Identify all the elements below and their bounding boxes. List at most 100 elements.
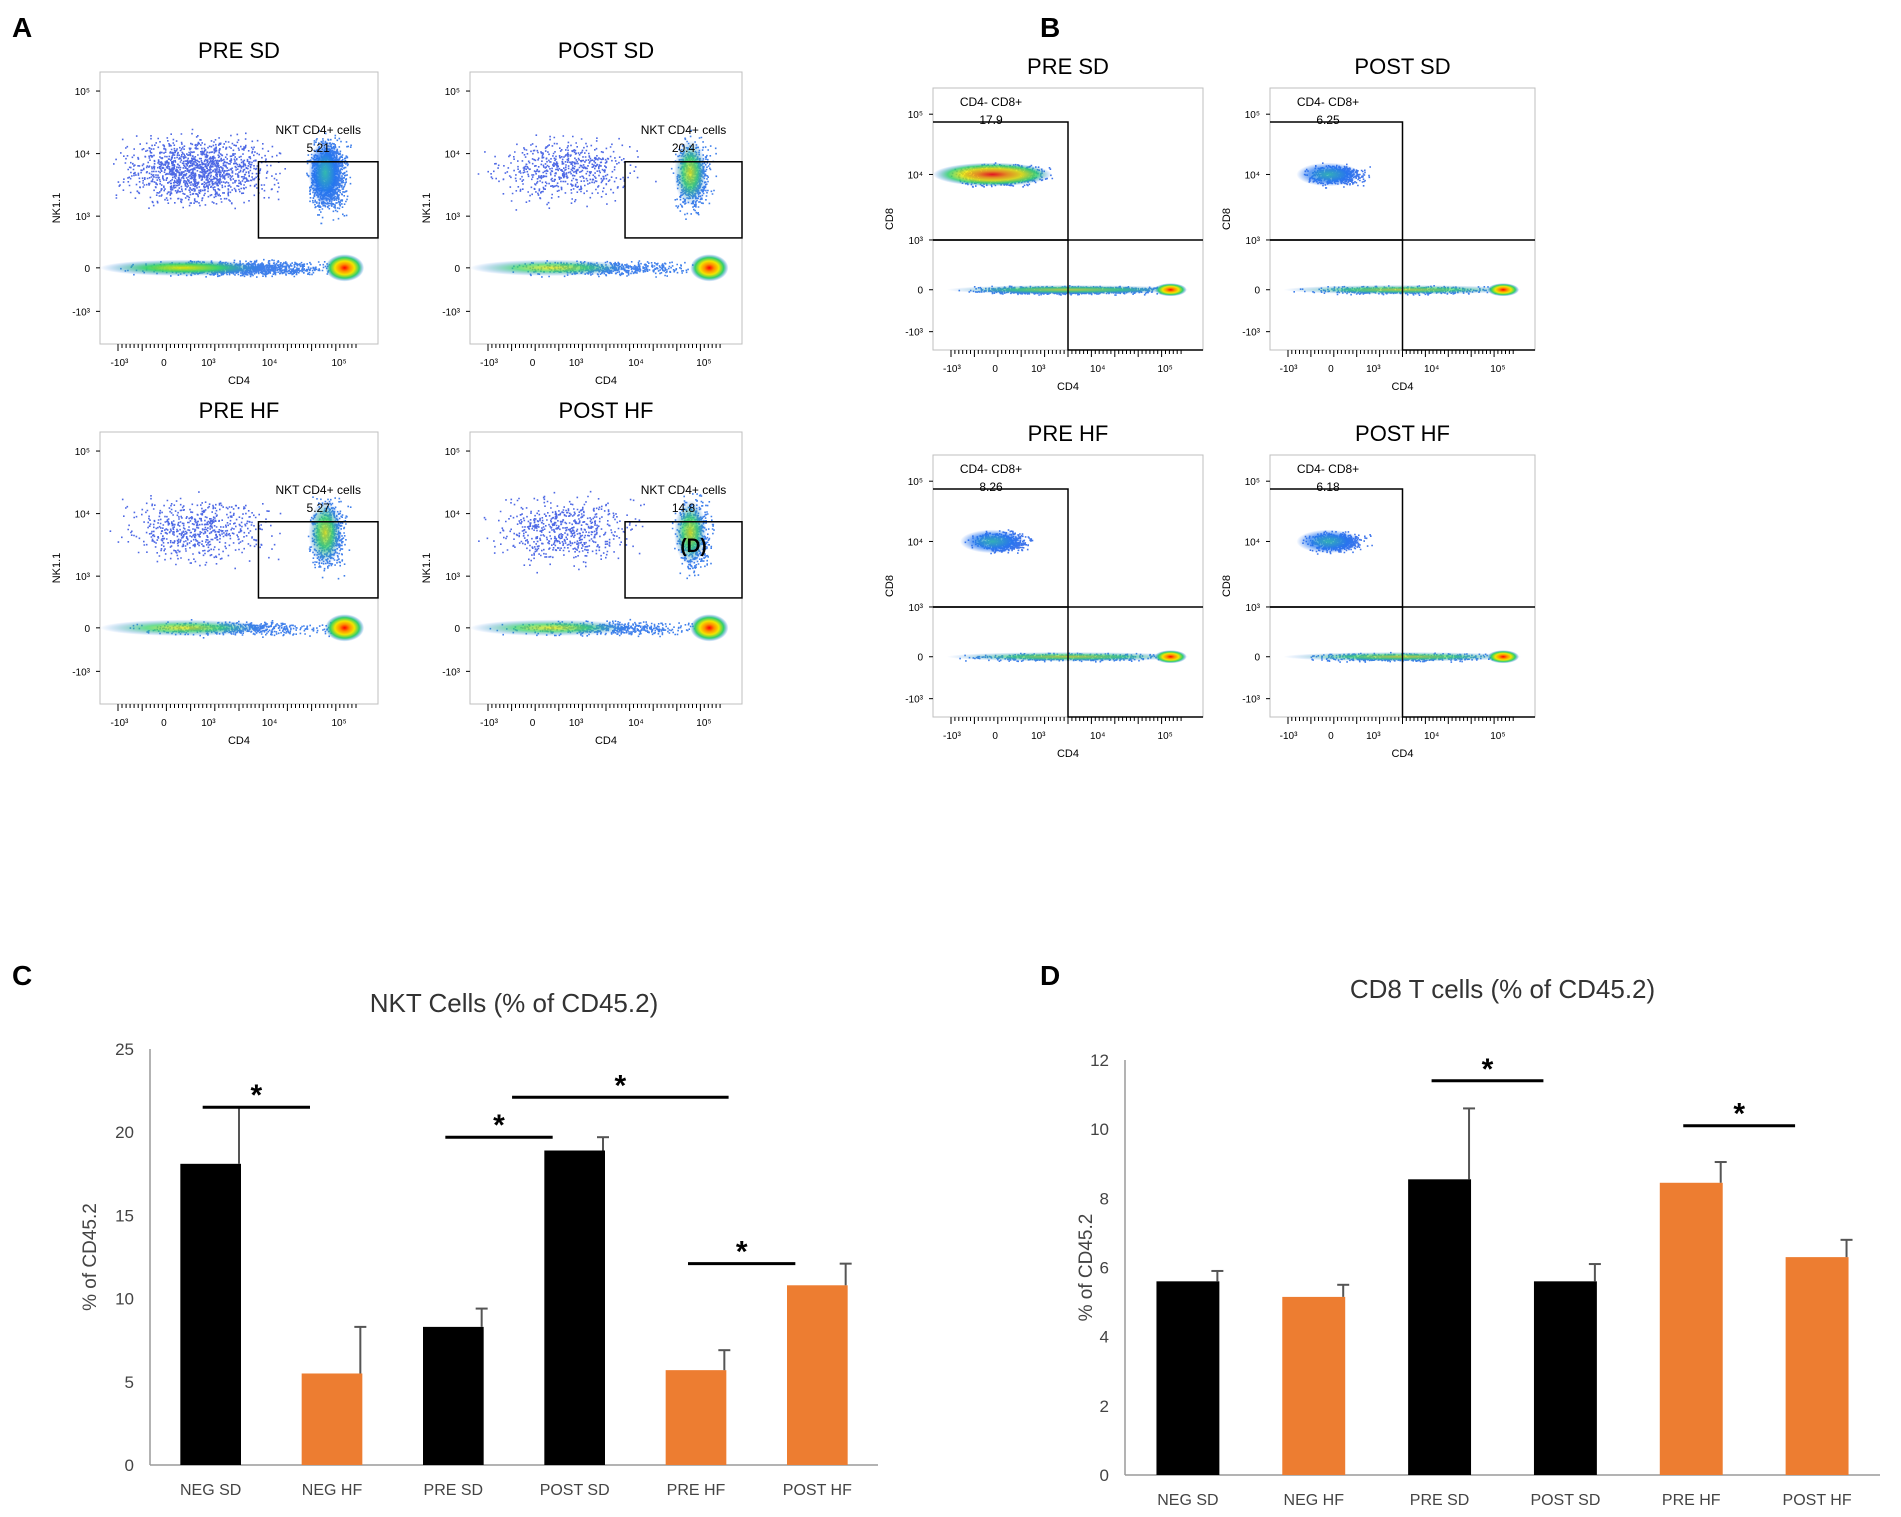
y-tick-label: 10³ bbox=[446, 212, 461, 223]
x-axis-label: CD4 bbox=[228, 375, 250, 387]
x-tick-label: -10³ bbox=[1280, 731, 1298, 742]
y-tick-label: 10⁴ bbox=[1245, 170, 1260, 181]
event-cloud bbox=[478, 490, 645, 574]
gate-label: CD4- CD8+ bbox=[960, 462, 1022, 476]
gate-value: 5.21 bbox=[307, 141, 331, 155]
significance-marker: * bbox=[1482, 1053, 1494, 1086]
x-tick-label: 10³ bbox=[569, 718, 584, 729]
x-minor-ticks bbox=[487, 344, 721, 351]
y-tick-label: 10⁵ bbox=[908, 477, 923, 488]
y-axis-label: % of CD45.2 bbox=[80, 1203, 101, 1311]
y-tick-label: 0 bbox=[1254, 653, 1260, 664]
x-tick-label: -10³ bbox=[943, 731, 961, 742]
y-tick-label: 10³ bbox=[76, 572, 91, 583]
bar-neg-hf bbox=[301, 1373, 363, 1465]
x-tick-label: 10³ bbox=[569, 358, 584, 369]
density-hotspot bbox=[690, 254, 729, 282]
y-tick-label: 0 bbox=[84, 624, 90, 635]
gate-label: NKT CD4+ cells bbox=[275, 123, 360, 137]
significance-marker: * bbox=[493, 1109, 505, 1142]
y-tick-label: 10⁵ bbox=[1245, 477, 1260, 488]
y-tick-label: 12 bbox=[1090, 1051, 1109, 1070]
x-tick-label: -10³ bbox=[1280, 364, 1298, 375]
x-tick-label: 0 bbox=[161, 358, 167, 369]
density-gate-cluster bbox=[308, 500, 342, 566]
panel-b-flow-plots: PRE SD 10⁵ 10⁴ 10³ 0 -10³ -10³ 0 10³ 10⁴ 10⁵ CD4 CD8… bbox=[884, 54, 1536, 760]
y-tick-label: 0 bbox=[1100, 1466, 1109, 1485]
y-tick-label: 10⁴ bbox=[445, 510, 460, 521]
y-axis-label: NK1.1 bbox=[421, 553, 433, 584]
panel-c-bar-chart: NKT Cells (% of CD45.2) 0 5 10 15 20 25 % of CD… bbox=[80, 988, 878, 1499]
gate-quadrant bbox=[933, 606, 1203, 718]
flow-plot-title: PRE HF bbox=[199, 398, 280, 423]
density-cd8-cluster bbox=[933, 162, 1052, 187]
gate-value: 20.4 bbox=[672, 141, 696, 155]
x-tick-label: 10⁵ bbox=[1490, 731, 1505, 742]
x-tick-label: 10⁴ bbox=[628, 358, 643, 369]
y-tick-label: 10³ bbox=[76, 212, 91, 223]
density-cd8-cluster bbox=[960, 529, 1025, 554]
x-tick-label: 10⁵ bbox=[1158, 364, 1173, 375]
gate-box bbox=[624, 161, 743, 239]
x-tick-label: 10⁴ bbox=[262, 358, 277, 369]
x-tick-label: NEG SD bbox=[180, 1482, 241, 1499]
x-tick-label: 10³ bbox=[1366, 364, 1381, 375]
flow-plot-title: PRE HF bbox=[1028, 421, 1109, 446]
x-minor-ticks bbox=[1287, 717, 1514, 724]
flow-plot-title: PRE SD bbox=[198, 38, 280, 63]
density-hotspot bbox=[1154, 283, 1187, 297]
bar-neg-hf bbox=[1282, 1296, 1346, 1475]
x-tick-label: 10⁴ bbox=[1090, 364, 1105, 375]
bar-pre-hf bbox=[1659, 1182, 1723, 1475]
y-tick-label: 0 bbox=[84, 264, 90, 275]
event-cloud bbox=[113, 128, 286, 210]
gate-quadrant bbox=[1270, 239, 1535, 351]
x-tick-label: NEG HF bbox=[1284, 1492, 1345, 1509]
x-tick-label: 0 bbox=[161, 718, 167, 729]
density-cd8-cluster bbox=[1296, 529, 1361, 554]
x-tick-label: 10³ bbox=[201, 718, 216, 729]
flow-plot-frame bbox=[99, 71, 379, 345]
significance-marker: * bbox=[1733, 1098, 1745, 1131]
x-tick-label: 10⁵ bbox=[1158, 731, 1173, 742]
x-tick-label: 10⁴ bbox=[1090, 731, 1105, 742]
x-minor-ticks bbox=[117, 704, 357, 711]
x-tick-label: 10⁵ bbox=[696, 718, 711, 729]
y-tick-label: 10⁵ bbox=[75, 87, 90, 98]
x-tick-label: -10³ bbox=[111, 358, 129, 369]
x-tick-label: 10⁴ bbox=[262, 718, 277, 729]
gate-value: 8.26 bbox=[979, 480, 1003, 494]
y-tick-label: 4 bbox=[1100, 1328, 1109, 1347]
gate-label: NKT CD4+ cells bbox=[275, 483, 360, 497]
bar-pre-hf bbox=[665, 1370, 727, 1465]
gate-quadrant bbox=[933, 239, 1203, 351]
y-tick-label: 0 bbox=[454, 624, 460, 635]
x-tick-label: 0 bbox=[992, 364, 998, 375]
y-axis-label: NK1.1 bbox=[51, 193, 63, 224]
y-tick-label: 0 bbox=[917, 653, 923, 664]
x-tick-label: POST HF bbox=[1783, 1492, 1852, 1509]
bar-post-hf bbox=[787, 1285, 848, 1465]
x-tick-label: 10⁵ bbox=[1490, 364, 1505, 375]
y-tick-label: 10⁵ bbox=[445, 87, 460, 98]
y-tick-label: 10³ bbox=[909, 236, 924, 247]
bar-pre-sd bbox=[423, 1326, 484, 1465]
panel-letter-c: C bbox=[12, 960, 32, 991]
x-tick-label: 10⁵ bbox=[331, 718, 346, 729]
y-tick-label: 10⁵ bbox=[908, 110, 923, 121]
y-tick-label: 10 bbox=[1090, 1120, 1109, 1139]
density-hotspot bbox=[325, 614, 365, 642]
panel-d-bar-chart: CD8 T cells (% of CD45.2) 0 2 4 6 8 10 12 % of C… bbox=[1076, 974, 1880, 1509]
x-axis-label: CD4 bbox=[1391, 381, 1413, 393]
y-tick-label: -10³ bbox=[905, 695, 923, 706]
y-tick-label: 10³ bbox=[446, 572, 461, 583]
y-axis-label: NK1.1 bbox=[421, 193, 433, 224]
gate-box bbox=[624, 521, 743, 599]
x-minor-ticks bbox=[117, 344, 357, 351]
density-hotspot bbox=[1487, 650, 1520, 664]
y-tick-label: 6 bbox=[1100, 1259, 1109, 1278]
y-tick-label: -10³ bbox=[72, 667, 90, 678]
flow-plot-title: PRE SD bbox=[1027, 54, 1109, 79]
x-tick-label: 10⁴ bbox=[1424, 731, 1439, 742]
